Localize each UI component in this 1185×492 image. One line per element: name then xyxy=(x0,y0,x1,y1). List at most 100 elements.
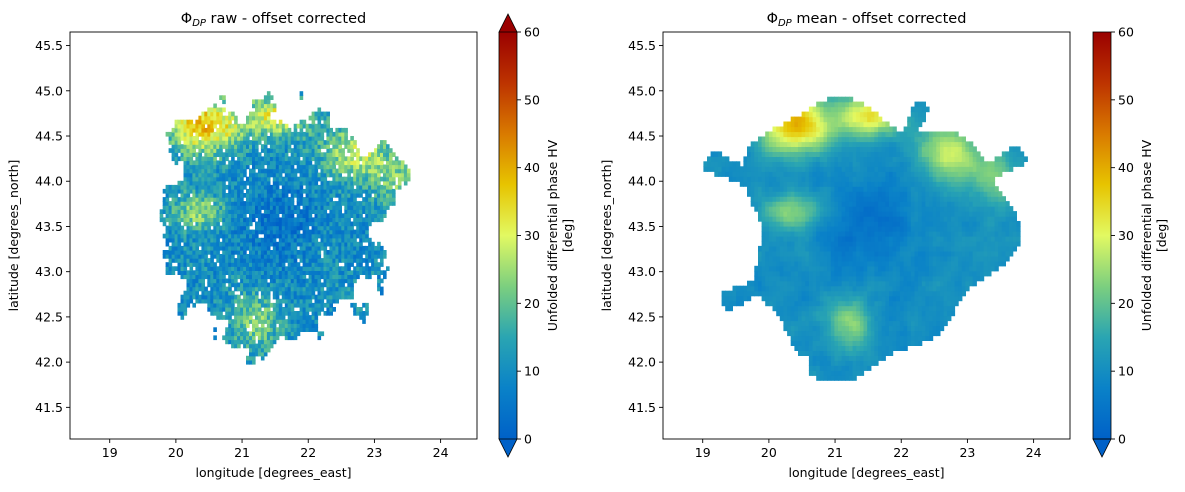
heatmap-cell xyxy=(219,156,223,162)
heatmap-cell xyxy=(323,180,328,186)
heatmap-cell xyxy=(765,161,770,167)
heatmap-cell xyxy=(278,323,283,328)
heatmap-cell xyxy=(183,302,188,308)
heatmap-cell xyxy=(266,266,271,271)
heatmap-cell xyxy=(275,245,280,251)
heatmap-cell xyxy=(246,359,250,365)
heatmap-cell xyxy=(852,201,857,207)
heatmap-cell xyxy=(845,161,850,167)
heatmap-cell xyxy=(278,123,283,129)
heatmap-cell xyxy=(278,136,283,141)
heatmap-cell xyxy=(177,209,182,214)
heatmap-cell xyxy=(338,245,342,251)
heatmap-cell xyxy=(305,136,310,141)
heatmap-cell xyxy=(320,225,325,231)
heatmap-cell xyxy=(768,176,774,182)
heatmap-cell xyxy=(368,254,372,259)
heatmap-cell xyxy=(281,136,286,141)
heatmap-cell xyxy=(246,193,250,198)
heatmap-cell xyxy=(849,211,854,217)
heatmap-cell xyxy=(863,270,868,277)
heatmap-cell xyxy=(263,347,268,353)
heatmap-cell xyxy=(263,205,268,210)
heatmap-cell xyxy=(249,205,253,210)
heatmap-cell xyxy=(772,151,777,157)
heatmap-cell xyxy=(216,286,220,292)
heatmap-cell xyxy=(841,161,846,167)
heatmap-cell xyxy=(210,245,214,251)
heatmap-cell xyxy=(252,184,256,190)
heatmap-cell xyxy=(365,302,369,308)
heatmap-cell xyxy=(287,136,292,141)
heatmap-cell xyxy=(195,258,199,263)
heatmap-cell xyxy=(201,217,205,223)
heatmap-cell xyxy=(344,193,348,198)
heatmap-cell xyxy=(281,254,286,259)
heatmap-cell xyxy=(347,184,351,190)
heatmap-cell xyxy=(296,160,301,166)
heatmap-cell xyxy=(394,172,399,178)
heatmap-cell xyxy=(341,148,345,153)
heatmap-cell xyxy=(841,255,846,262)
heatmap-cell xyxy=(216,201,220,206)
heatmap-cell xyxy=(293,221,298,227)
heatmap-cell xyxy=(213,254,217,259)
heatmap-cell xyxy=(830,106,835,113)
heatmap-cell xyxy=(201,115,205,121)
heatmap-cell xyxy=(234,140,238,145)
heatmap-cell xyxy=(761,221,766,227)
heatmap-cell xyxy=(794,345,799,351)
heatmap-cell xyxy=(213,209,217,214)
heatmap-cell xyxy=(812,141,817,147)
heatmap-cell xyxy=(240,193,244,198)
heatmap-cell xyxy=(852,101,857,108)
heatmap-cell xyxy=(783,126,788,133)
heatmap-cell xyxy=(263,115,268,121)
heatmap-cell xyxy=(263,119,268,125)
heatmap-cell xyxy=(849,171,854,177)
heatmap-cell xyxy=(383,250,387,255)
heatmap-cell xyxy=(249,144,253,149)
heatmap-cell xyxy=(260,294,265,300)
heatmap-cell xyxy=(240,270,244,275)
heatmap-cell xyxy=(296,290,301,296)
heatmap-cell xyxy=(768,245,774,252)
heatmap-cell xyxy=(192,188,196,194)
heatmap-cell xyxy=(257,140,262,145)
heatmap-cell xyxy=(308,213,313,218)
heatmap-cell xyxy=(406,168,411,174)
heatmap-cell xyxy=(852,340,857,346)
heatmap-cell xyxy=(798,250,803,257)
heatmap-cell xyxy=(269,168,274,174)
heatmap-cell xyxy=(299,148,304,153)
heatmap-cell xyxy=(222,176,226,182)
heatmap-cell xyxy=(281,323,286,328)
heatmap-cell xyxy=(246,343,250,349)
heatmap-cell xyxy=(805,211,810,217)
heatmap-cell xyxy=(299,172,304,178)
heatmap-cell xyxy=(845,315,850,322)
heatmap-cell xyxy=(368,164,372,170)
heatmap-cell xyxy=(356,156,360,162)
heatmap-cell xyxy=(377,160,381,166)
heatmap-cell xyxy=(231,152,235,157)
heatmap-cell xyxy=(174,266,179,271)
heatmap-cell xyxy=(808,335,814,341)
heatmap-cell xyxy=(290,250,295,255)
heatmap-cell xyxy=(377,148,381,153)
heatmap-cell xyxy=(365,229,369,235)
heatmap-cell xyxy=(808,201,814,207)
heatmap-cell xyxy=(174,245,179,251)
heatmap-cell xyxy=(794,250,799,257)
heatmap-cell xyxy=(790,191,795,197)
heatmap-cell xyxy=(707,161,712,167)
heatmap-cell xyxy=(353,168,357,174)
heatmap-cell xyxy=(838,216,843,222)
heatmap-cell xyxy=(798,300,803,307)
heatmap-cell xyxy=(284,140,289,145)
heatmap-cell xyxy=(213,266,217,271)
heatmap-cell xyxy=(228,201,232,206)
heatmap-cell xyxy=(296,270,301,275)
heatmap-cell xyxy=(801,265,806,272)
heatmap-cell xyxy=(195,180,199,186)
